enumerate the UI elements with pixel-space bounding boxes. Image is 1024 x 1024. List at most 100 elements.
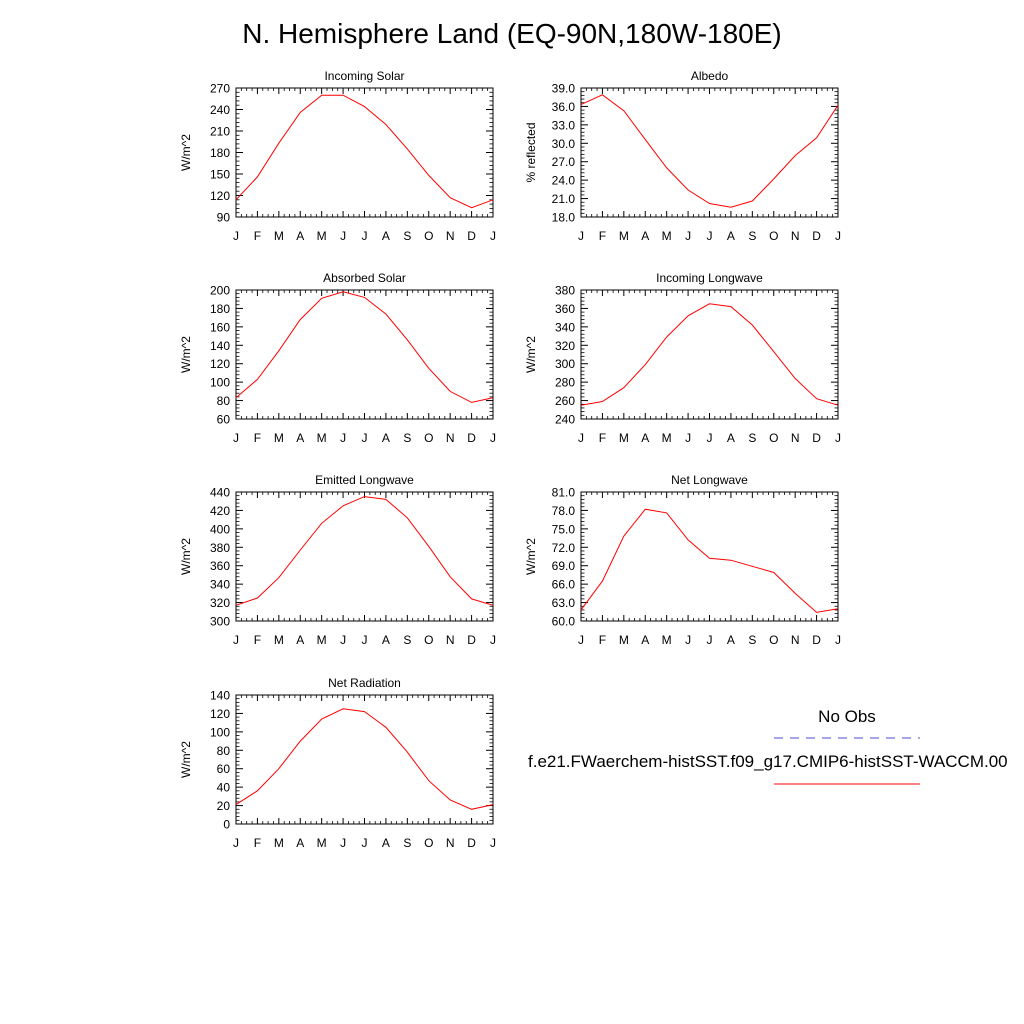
series-line (580, 94, 839, 208)
x-tick-label: M (662, 229, 672, 243)
y-tick-label: 100 (210, 376, 230, 390)
panel-title: Albedo (691, 69, 729, 83)
x-tick-label: J (362, 836, 368, 850)
x-tick-label: N (791, 633, 800, 647)
y-tick-label: 30.0 (552, 137, 576, 151)
y-tick-label: 80 (217, 394, 231, 408)
panel-title: Net Longwave (671, 473, 748, 487)
y-tick-label: 380 (210, 541, 230, 555)
y-tick-label: 60 (217, 762, 231, 776)
x-tick-label: N (446, 229, 455, 243)
y-tick-label: 63.0 (552, 596, 576, 610)
x-tick-label: J (685, 633, 691, 647)
y-tick-label: 90 (217, 211, 231, 225)
x-tick-label: S (403, 229, 411, 243)
y-tick-label: 360 (210, 559, 230, 573)
x-tick-label: J (490, 633, 496, 647)
x-tick-label: J (835, 229, 841, 243)
x-tick-label: A (641, 633, 649, 647)
x-tick-label: M (662, 431, 672, 445)
x-tick-label: A (727, 431, 735, 445)
x-tick-label: M (274, 431, 284, 445)
x-tick-label: F (254, 633, 261, 647)
x-tick-label: O (769, 229, 778, 243)
x-tick-label: J (490, 836, 496, 850)
plot-frame (235, 694, 494, 825)
y-tick-label: 120 (210, 189, 230, 203)
x-tick-label: A (727, 633, 735, 647)
x-tick-label: D (812, 229, 821, 243)
x-tick-label: D (812, 431, 821, 445)
x-tick-label: J (685, 431, 691, 445)
x-tick-label: S (403, 431, 411, 445)
panel-title: Incoming Longwave (656, 271, 763, 285)
y-tick-label: 300 (555, 357, 575, 371)
x-tick-label: O (424, 633, 433, 647)
y-tick-label: 140 (210, 689, 230, 703)
plot-frame (580, 491, 839, 622)
y-tick-label: 66.0 (552, 578, 576, 592)
y-tick-label: 180 (210, 146, 230, 160)
panel-title: Absorbed Solar (323, 271, 406, 285)
y-tick-label: 60.0 (552, 615, 576, 629)
panel-emitted-longwave: J F M A M J J A S O N D J300320340360380400420440Emi… (179, 473, 496, 647)
plot-frame (235, 491, 494, 622)
x-tick-label: J (362, 431, 368, 445)
y-tick-label: 78.0 (552, 504, 576, 518)
y-tick-label: 80 (217, 744, 231, 758)
x-tick-label: A (641, 431, 649, 445)
y-tick-label: 81.0 (552, 486, 576, 500)
y-tick-label: 120 (210, 707, 230, 721)
x-tick-label: J (362, 633, 368, 647)
y-tick-label: 340 (210, 578, 230, 592)
y-tick-label: 72.0 (552, 541, 576, 555)
x-tick-label: O (769, 431, 778, 445)
y-tick-label: 270 (210, 82, 230, 96)
x-tick-label: M (662, 633, 672, 647)
x-tick-label: D (467, 836, 476, 850)
x-tick-label: A (296, 431, 304, 445)
y-tick-label: 27.0 (552, 155, 576, 169)
series-line (235, 496, 494, 606)
panel-incoming-solar: J F M A M J J A S O N D J90120150180210240270Incomin… (179, 69, 496, 243)
x-tick-label: A (382, 836, 390, 850)
x-tick-label: S (748, 431, 756, 445)
y-axis-label: % reflected (524, 122, 538, 182)
y-tick-label: 100 (210, 725, 230, 739)
series-line (580, 303, 839, 406)
y-tick-label: 360 (555, 302, 575, 316)
series-line (235, 708, 494, 810)
y-tick-label: 380 (555, 284, 575, 298)
y-tick-label: 69.0 (552, 559, 576, 573)
y-tick-label: 24.0 (552, 174, 576, 188)
y-tick-label: 150 (210, 168, 230, 182)
x-tick-label: A (727, 229, 735, 243)
y-tick-label: 300 (210, 615, 230, 629)
legend-obs-label: No Obs (818, 707, 876, 726)
x-tick-label: J (835, 431, 841, 445)
y-tick-label: 75.0 (552, 522, 576, 536)
x-tick-label: O (769, 633, 778, 647)
x-tick-label: F (254, 431, 261, 445)
y-tick-label: 320 (555, 339, 575, 353)
x-tick-label: F (599, 229, 606, 243)
series-line (580, 508, 839, 613)
y-tick-label: 160 (210, 320, 230, 334)
x-tick-label: N (446, 836, 455, 850)
y-axis-label: W/m^2 (179, 741, 193, 778)
x-tick-label: S (748, 633, 756, 647)
series-line (235, 291, 494, 403)
legend: No Obs f.e21.FWaerchem-histSST.f09_g17.C… (528, 707, 1008, 785)
x-tick-label: F (599, 431, 606, 445)
x-tick-label: J (233, 836, 239, 850)
y-tick-label: 40 (217, 781, 231, 795)
x-tick-label: J (835, 633, 841, 647)
x-tick-label: D (467, 229, 476, 243)
y-tick-label: 440 (210, 486, 230, 500)
y-tick-label: 21.0 (552, 192, 576, 206)
x-tick-label: N (446, 633, 455, 647)
y-tick-label: 260 (555, 394, 575, 408)
plot-frame (580, 289, 839, 420)
panel-albedo: J F M A M J J A S O N D J18.021.024.027.030.033.036.… (524, 69, 841, 243)
x-tick-label: A (296, 633, 304, 647)
